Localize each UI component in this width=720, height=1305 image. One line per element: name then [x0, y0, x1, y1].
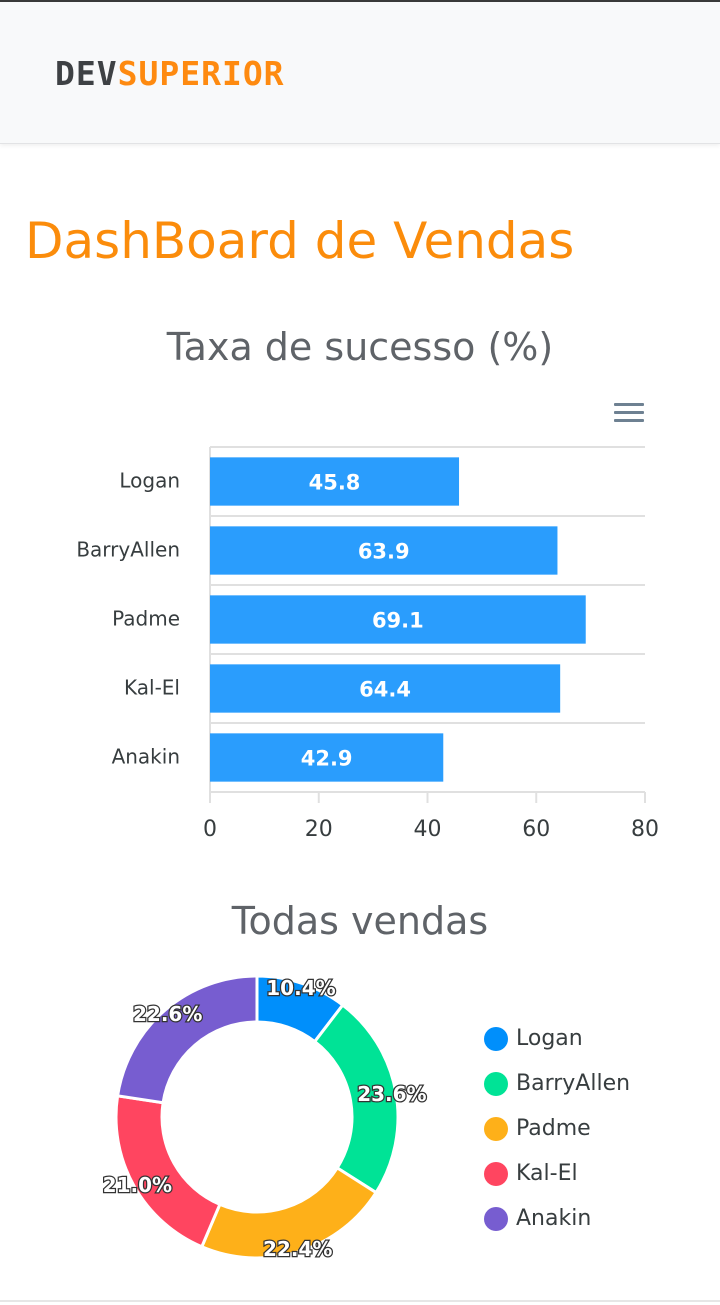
legend-label: Logan: [516, 1026, 583, 1051]
slice-data-label: 23.6%: [357, 1082, 426, 1106]
category-label: BarryAllen: [76, 538, 180, 562]
bar-chart-title: Taxa de sucesso (%): [166, 325, 554, 369]
legend-item[interactable]: Kal-El: [484, 1151, 704, 1196]
bar-data-label: 63.9: [358, 540, 410, 564]
bottom-divider: [0, 1300, 720, 1302]
legend-item[interactable]: Anakin: [484, 1196, 704, 1241]
donut-slice: [115, 974, 259, 1105]
brand-logo[interactable]: DEVSUPERIOR: [55, 54, 285, 94]
x-tick-label: 0: [203, 817, 217, 842]
legend-label: Anakin: [516, 1206, 592, 1231]
legend-marker: [484, 1026, 508, 1051]
category-label: Kal-El: [124, 676, 180, 700]
legend-marker: [484, 1071, 508, 1096]
bar: [210, 664, 561, 713]
bar-chart: 45.8 Logan 63.9 BarryAllen 69.1 Padme 64.4 Kal-…: [76, 446, 659, 842]
legend-marker: [484, 1116, 508, 1141]
bar-data-label: 69.1: [372, 609, 424, 633]
bar-data-label: 42.9: [301, 747, 353, 771]
menu-icon-line: [614, 403, 644, 406]
slice-data-label: 22.4%: [263, 1237, 332, 1261]
legend-marker: [484, 1206, 508, 1231]
bar: [210, 457, 460, 506]
donut-chart-title: Todas vendas: [231, 899, 489, 943]
slice-data-label: 21.0%: [103, 1173, 172, 1197]
bar: [210, 595, 586, 644]
legend-label: BarryAllen: [516, 1071, 631, 1096]
logo-superior-text: SUPERIOR: [117, 54, 285, 93]
legend-item[interactable]: Padme: [484, 1106, 704, 1151]
legend-item[interactable]: BarryAllen: [484, 1061, 704, 1106]
donut-legend: Logan BarryAllen Padme Kal-El Anakin: [484, 1016, 704, 1241]
legend-marker: [484, 1161, 508, 1186]
x-tick-label: 80: [631, 817, 659, 842]
legend-item[interactable]: Logan: [484, 1016, 704, 1061]
slice-data-label: 22.6%: [133, 1002, 202, 1026]
top-border: [0, 0, 720, 2]
x-tick-label: 60: [522, 817, 550, 842]
legend-label: Kal-El: [516, 1161, 578, 1186]
logo-dev-text: DEV: [55, 54, 118, 93]
legend-label: Padme: [516, 1116, 591, 1141]
slice-data-label: 10.4%: [266, 976, 335, 1000]
menu-icon-line: [614, 419, 644, 422]
x-tick-label: 20: [305, 817, 333, 842]
bar-data-label: 45.8: [309, 471, 361, 495]
bar-data-label: 64.4: [359, 678, 411, 702]
category-label: Logan: [119, 469, 180, 493]
menu-icon-line: [614, 411, 644, 414]
x-tick-label: 40: [414, 817, 442, 842]
category-label: Padme: [112, 607, 180, 631]
bar: [210, 526, 558, 575]
navbar: DEVSUPERIOR: [0, 2, 720, 144]
donut-slice: [114, 1094, 222, 1249]
category-label: Anakin: [112, 745, 180, 769]
bar: [210, 733, 444, 782]
hamburger-menu-icon[interactable]: [612, 402, 646, 426]
page-title: DashBoard de Vendas: [25, 212, 575, 270]
